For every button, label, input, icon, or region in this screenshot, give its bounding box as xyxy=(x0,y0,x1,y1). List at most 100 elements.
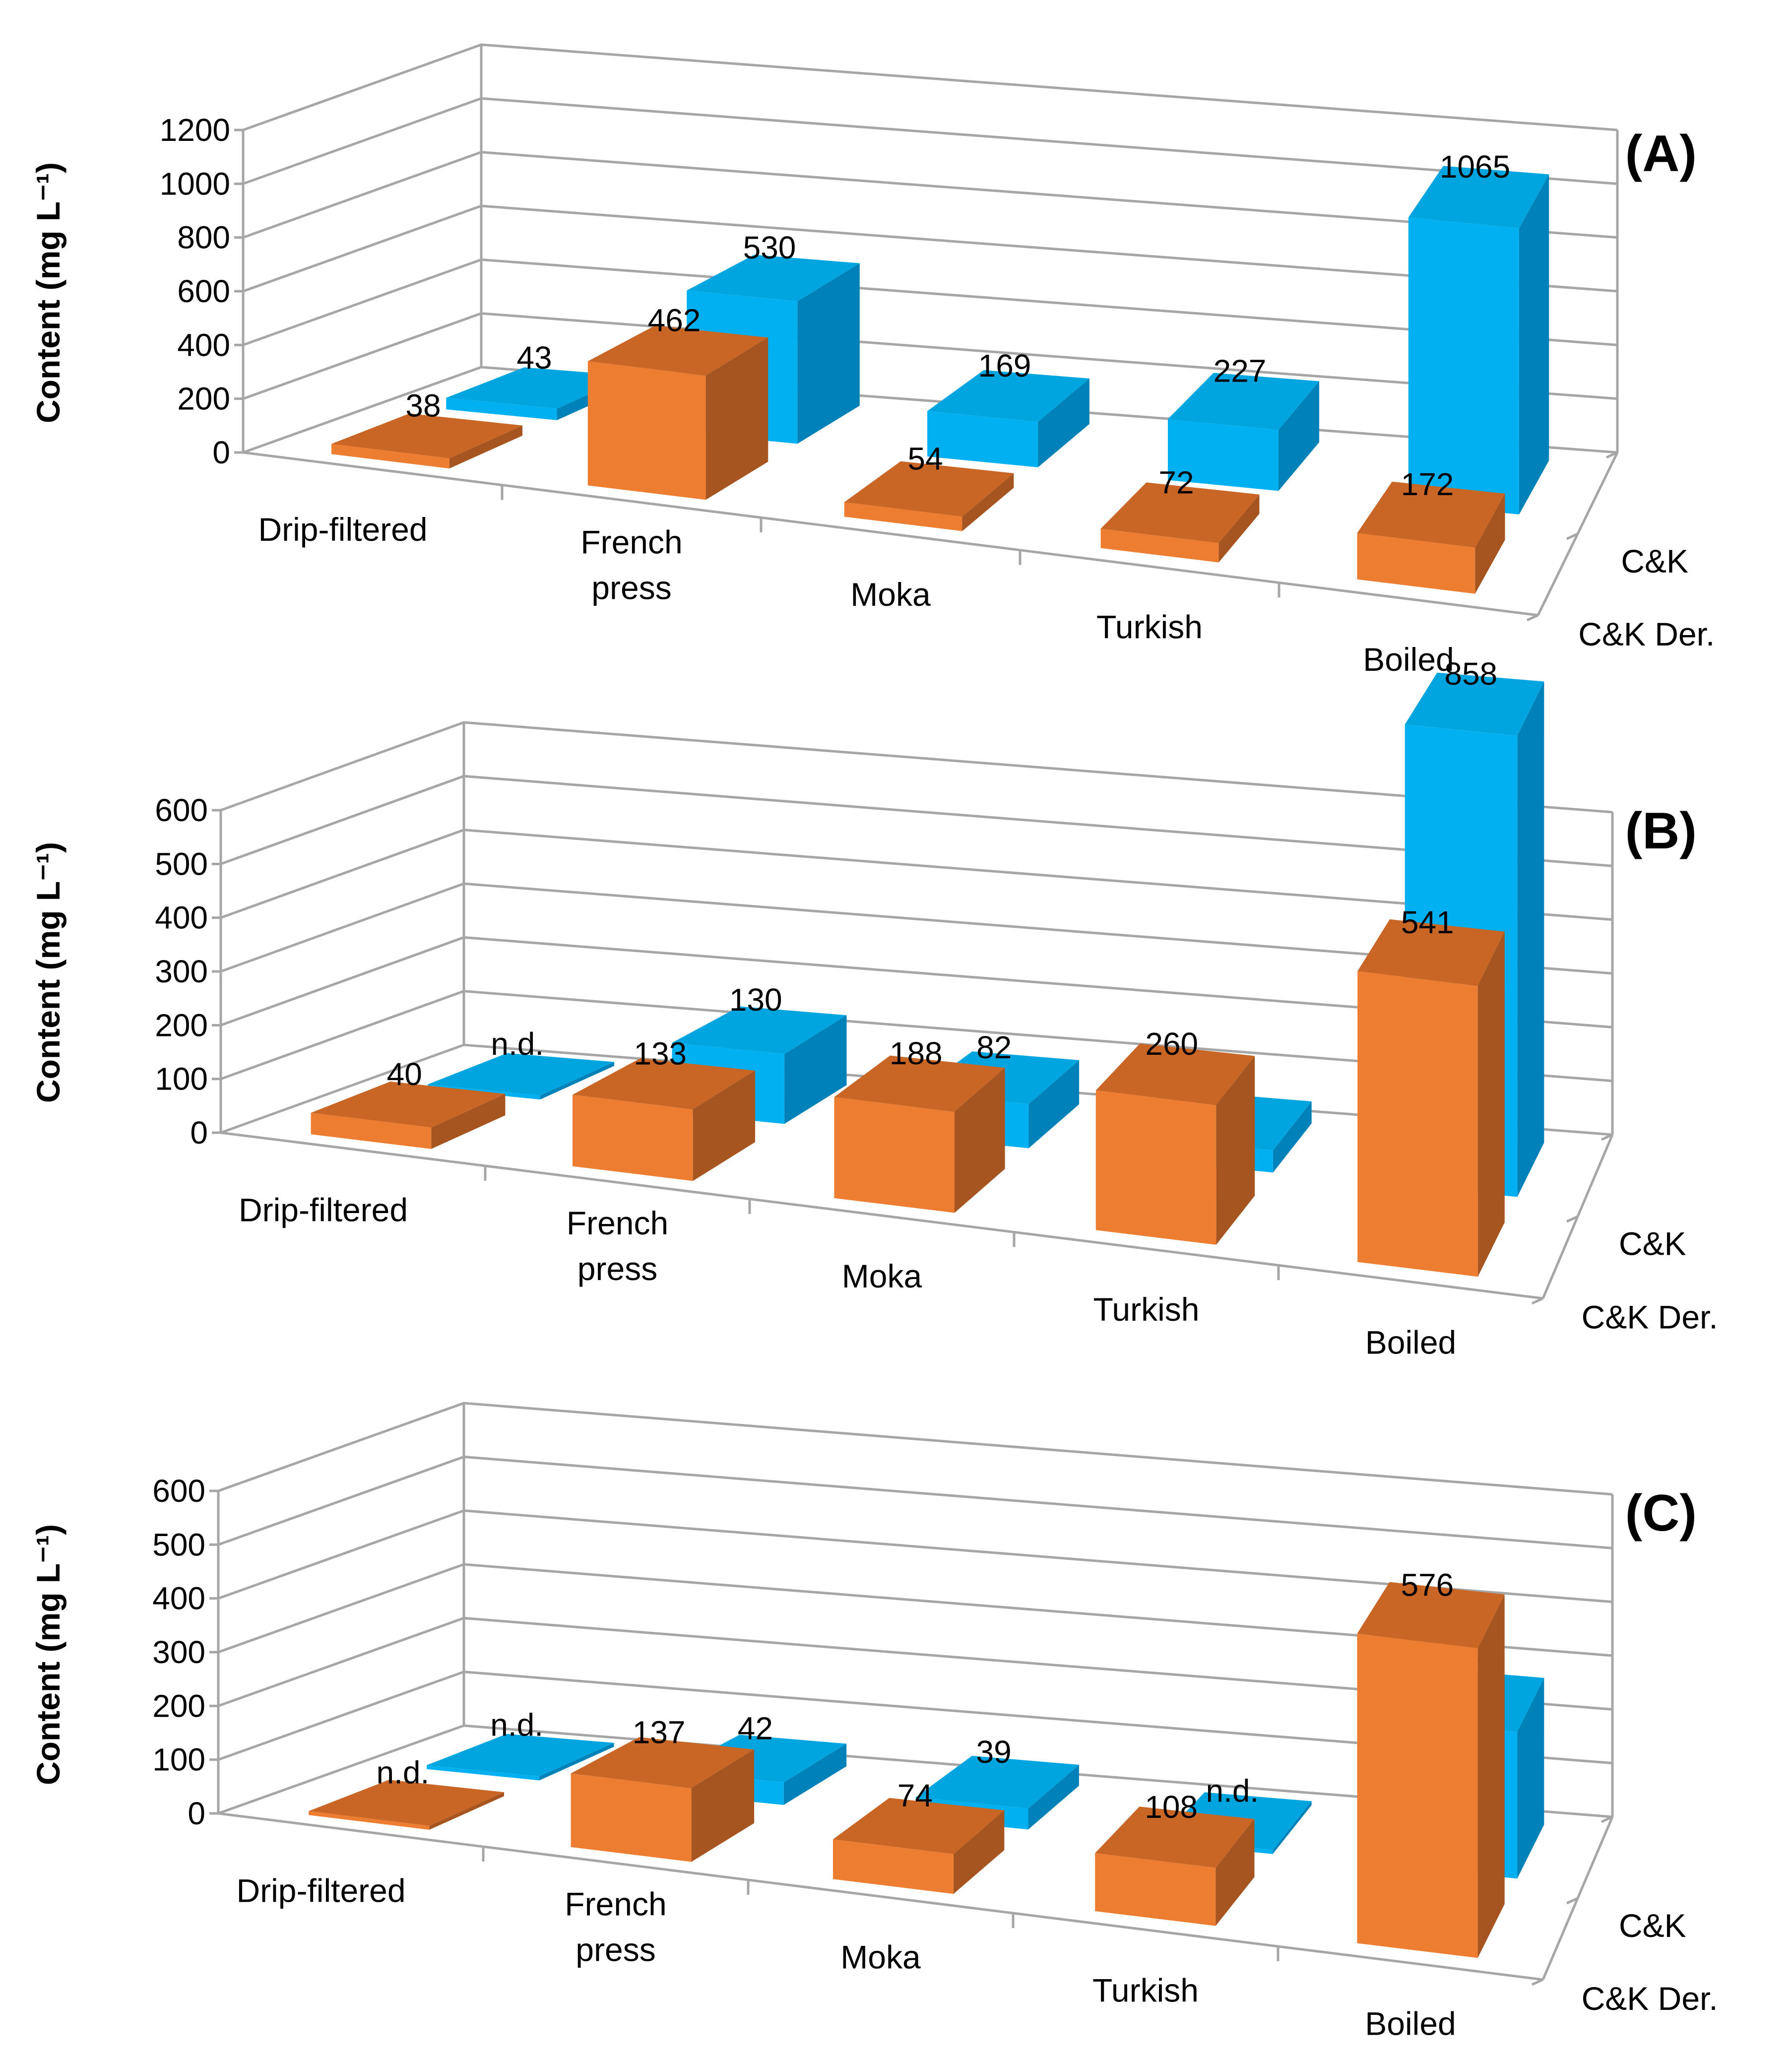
bar-side-face xyxy=(1216,1819,1255,1926)
depth-tick-mark xyxy=(1526,614,1539,622)
bar-top-face xyxy=(915,1755,1079,1809)
bar-front-face xyxy=(309,1811,430,1830)
bar-front-face xyxy=(927,411,1038,467)
depth-tick-mark xyxy=(1531,1978,1544,1986)
bar-top-face xyxy=(927,370,1089,422)
y-tick-label: 400 xyxy=(177,327,230,363)
bar-front-face xyxy=(1095,1853,1216,1926)
depth-tick-mark xyxy=(1566,532,1579,540)
bar-side-face xyxy=(429,1792,504,1830)
data-label-ck-der-french-press: 462 xyxy=(648,302,701,338)
bar-front-face xyxy=(1095,1090,1216,1245)
bar-side-face xyxy=(1477,1594,1505,1958)
bar-front-face xyxy=(571,1773,692,1862)
bar-ck-der-french-press xyxy=(573,1058,755,1181)
bar-side-face xyxy=(1477,931,1505,1277)
bar-front-face xyxy=(844,502,962,531)
gridline xyxy=(218,1402,1613,1496)
depth-tick-mark xyxy=(1605,451,1618,459)
bar-ck-der-drip-filtered xyxy=(309,1780,504,1830)
y-tick-label: 500 xyxy=(152,1527,205,1562)
bar-top-face xyxy=(427,1734,614,1777)
x-category-label: press xyxy=(591,569,671,606)
bar-side-face xyxy=(1519,174,1549,515)
bar-front-face xyxy=(427,1765,539,1781)
bar-top-face xyxy=(573,1058,755,1110)
data-label-ck-der-turkish: 108 xyxy=(1145,1789,1198,1825)
data-label-ck-der-moka: 54 xyxy=(907,441,943,476)
bar-top-face xyxy=(1095,1043,1255,1105)
y-tick-label: 300 xyxy=(155,954,208,989)
depth-label-ck-der: C&K Der. xyxy=(1578,616,1715,652)
panel-title: (A) xyxy=(1625,125,1697,183)
data-label-ck-moka: 169 xyxy=(978,348,1031,384)
bar-front-face xyxy=(311,1112,432,1149)
bar-side-face xyxy=(797,263,860,444)
y-tick-label: 100 xyxy=(155,1061,208,1097)
data-label-ck-der-turkish: 72 xyxy=(1158,464,1194,500)
gridline xyxy=(220,721,1613,814)
bar-front-face xyxy=(1357,971,1478,1277)
data-label-ck-moka: 82 xyxy=(976,1030,1012,1065)
bar-ck-drip-filtered xyxy=(427,1734,614,1781)
y-tick-label: 600 xyxy=(177,273,230,309)
x-category-label: Turkish xyxy=(1096,609,1203,645)
bar-side-face xyxy=(1517,1677,1544,1879)
x-axis xyxy=(243,451,1538,617)
bar-top-face xyxy=(446,367,630,409)
bar-top-face xyxy=(834,1055,1005,1112)
bar-side-face xyxy=(962,473,1014,531)
data-label-ck-der-boiled: 541 xyxy=(1401,904,1454,940)
bar-top-face xyxy=(571,1737,755,1789)
bar-ck-der-boiled xyxy=(1357,481,1505,594)
data-label-ck-der-french-press: 133 xyxy=(634,1035,687,1071)
y-tick-label: 200 xyxy=(177,381,230,417)
bar-ck-der-moka xyxy=(832,1798,1005,1894)
bar-top-face xyxy=(1357,1582,1505,1649)
x-category-label: French xyxy=(567,1205,668,1241)
bar-side-face xyxy=(693,1070,755,1181)
bar-side-face xyxy=(955,1068,1005,1213)
x-category-label: Boiled xyxy=(1365,2005,1456,2042)
bar-ck-der-turkish xyxy=(1095,1806,1255,1926)
bar-side-face xyxy=(449,425,522,469)
bar-side-face xyxy=(1273,1801,1312,1854)
data-label-ck-der-turkish: 260 xyxy=(1145,1026,1198,1062)
x-category-label: French xyxy=(565,1886,666,1923)
gridline xyxy=(220,774,1613,867)
y-tick-label: 500 xyxy=(155,846,208,882)
bar-ck-der-turkish xyxy=(1095,1043,1255,1245)
y-tick-label: 400 xyxy=(152,1581,205,1616)
bar-top-face xyxy=(331,413,522,458)
data-label-ck-drip-filtered: n.d. xyxy=(491,1026,544,1062)
data-label-ck-der-drip-filtered: 38 xyxy=(405,387,441,423)
data-label-ck-boiled: 1065 xyxy=(1440,149,1510,185)
x-category-label: Drip-filtered xyxy=(236,1872,405,1909)
bar-top-face xyxy=(1357,481,1505,548)
y-tick-label: 0 xyxy=(190,1115,208,1151)
depth-tick-mark xyxy=(1531,1297,1544,1305)
bar-top-face xyxy=(1405,672,1544,736)
bar-side-face xyxy=(539,1742,614,1781)
depth-label-ck-der: C&K Der. xyxy=(1582,1299,1718,1336)
y-tick-label: 600 xyxy=(155,792,208,828)
bar-front-face xyxy=(1100,528,1219,563)
panel-title: (C) xyxy=(1625,1484,1697,1542)
y-axis-title: Content (mg L⁻¹) xyxy=(30,1524,66,1785)
bar-side-face xyxy=(1216,1056,1255,1245)
y-tick-label: 800 xyxy=(177,220,230,256)
bar-front-face xyxy=(446,397,557,420)
bar-top-face xyxy=(1100,482,1260,543)
bar-side-face xyxy=(784,1015,847,1124)
y-tick-label: 200 xyxy=(152,1688,205,1724)
y-axis-title: Content (mg L⁻¹) xyxy=(30,842,66,1103)
bar-top-face xyxy=(687,255,860,302)
gridline xyxy=(243,97,1618,185)
bar-top-face xyxy=(1095,1806,1255,1868)
x-category-label: Moka xyxy=(850,576,931,613)
bar-side-face xyxy=(1475,493,1505,594)
depth-tick-mark xyxy=(1566,1215,1579,1223)
data-label-ck-drip-filtered: 43 xyxy=(516,340,552,376)
bar-front-face xyxy=(1408,217,1519,515)
